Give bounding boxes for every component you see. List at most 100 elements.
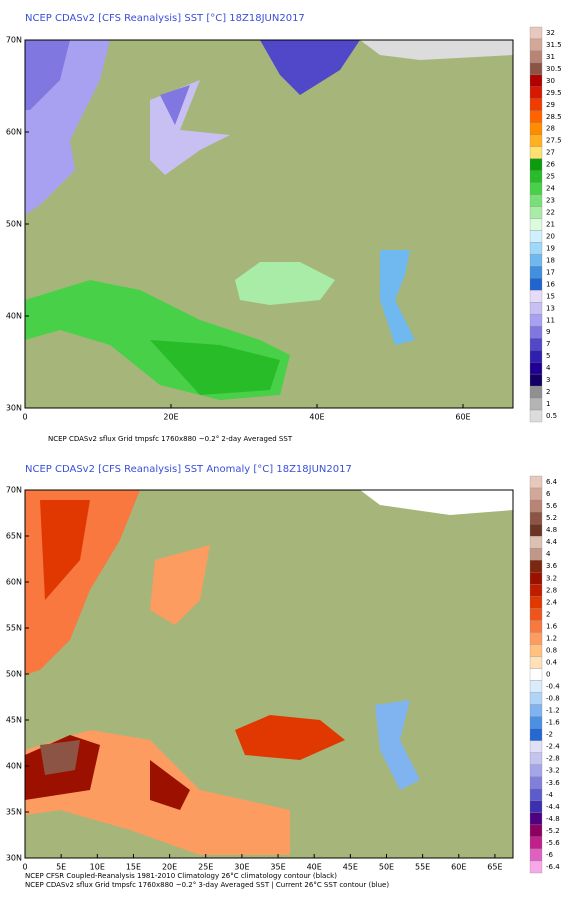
footer-note: NCEP CFSR Coupled-Reanalysis 1981-2010 C… bbox=[25, 872, 337, 880]
colorbar-swatch bbox=[529, 314, 543, 327]
colorbar-label: -2.8 bbox=[546, 755, 560, 763]
colorbar-label: 27.5 bbox=[546, 137, 562, 145]
colorbar-label: 29 bbox=[546, 101, 555, 109]
colorbar-label: 5.2 bbox=[546, 514, 557, 522]
y-tick-label: 45N bbox=[6, 716, 22, 725]
colorbar-label: 32 bbox=[546, 29, 555, 37]
colorbar-label: 4 bbox=[546, 364, 551, 372]
colorbar-label: 31 bbox=[546, 53, 555, 61]
colorbar-label: -0.4 bbox=[546, 683, 560, 691]
colorbar-swatch bbox=[529, 266, 543, 279]
colorbar-label: 9 bbox=[546, 328, 550, 336]
colorbar-swatch bbox=[529, 728, 543, 741]
sea bbox=[375, 700, 420, 790]
y-tick-label: 65N bbox=[6, 532, 22, 541]
colorbar-label: 19 bbox=[546, 244, 555, 252]
colorbar-swatch bbox=[529, 536, 543, 549]
colorbar-swatch bbox=[529, 475, 543, 489]
colorbar-swatch bbox=[529, 194, 543, 207]
colorbar-label: 31.5 bbox=[546, 41, 562, 49]
colorbar-label: 20 bbox=[546, 232, 555, 240]
colorbar-label: -4.4 bbox=[546, 803, 560, 811]
y-tick-label: 70N bbox=[6, 36, 22, 45]
colorbar-swatch bbox=[529, 632, 543, 645]
y-tick-label: 30N bbox=[6, 854, 22, 863]
colorbar-label: -6.4 bbox=[546, 863, 560, 871]
colorbar-swatch bbox=[529, 254, 543, 267]
x-tick-label: 0 bbox=[22, 413, 27, 422]
colorbar-swatch bbox=[529, 523, 543, 537]
colorbar-label: 15 bbox=[546, 292, 555, 300]
colorbar-swatch bbox=[529, 74, 543, 87]
x-tick-label: 5E bbox=[56, 863, 66, 872]
colorbar-swatch bbox=[529, 692, 543, 705]
colorbar-swatch bbox=[529, 656, 543, 669]
colorbar-label: 6.4 bbox=[546, 478, 558, 486]
colorbar-label: 4.8 bbox=[546, 526, 557, 534]
sea bbox=[160, 85, 190, 125]
colorbar-label: -2.4 bbox=[546, 743, 560, 751]
x-tick-label: 15E bbox=[126, 863, 141, 872]
colorbar-swatch bbox=[529, 242, 543, 255]
y-tick-label: 55N bbox=[6, 624, 22, 633]
colorbar-swatch bbox=[529, 158, 543, 171]
footer-note: NCEP CDASv2 sflux Grid tmpsfc 1760x880 ~… bbox=[48, 435, 293, 443]
y-tick-label: 35N bbox=[6, 808, 22, 817]
colorbar-label: 11 bbox=[546, 316, 555, 324]
colorbar-label: 7 bbox=[546, 340, 550, 348]
colorbar-swatch bbox=[529, 680, 543, 693]
colorbar-swatch bbox=[529, 230, 543, 243]
colorbar-label: 26 bbox=[546, 161, 555, 169]
sea bbox=[150, 545, 210, 625]
colorbar-label: 16 bbox=[546, 280, 555, 288]
x-tick-label: 55E bbox=[415, 863, 430, 872]
colorbar-label: 4.4 bbox=[546, 538, 558, 546]
colorbar-swatch bbox=[529, 812, 543, 826]
x-tick-label: 0 bbox=[22, 863, 27, 872]
colorbar-swatch bbox=[529, 134, 543, 147]
sea bbox=[380, 250, 415, 345]
colorbar-label: -1.2 bbox=[546, 707, 560, 715]
colorbar-label: -2 bbox=[546, 731, 553, 739]
colorbar-swatch bbox=[529, 385, 543, 399]
y-tick-label: 40N bbox=[6, 762, 22, 771]
colorbar-label: 0.4 bbox=[546, 658, 558, 666]
colorbar-label: 21 bbox=[546, 221, 555, 229]
colorbar-label: 30 bbox=[546, 77, 555, 85]
colorbar-swatch bbox=[529, 218, 543, 231]
colorbar-label: 3 bbox=[546, 376, 550, 384]
x-tick-label: 20E bbox=[162, 863, 177, 872]
colorbar-swatch bbox=[529, 704, 543, 717]
colorbar-label: 1.6 bbox=[546, 622, 558, 630]
x-tick-label: 30E bbox=[234, 863, 249, 872]
colorbar-label: 3.6 bbox=[546, 562, 558, 570]
colorbar-label: -5.2 bbox=[546, 827, 560, 835]
sea bbox=[40, 740, 80, 775]
sea bbox=[360, 40, 513, 60]
colorbar-swatch bbox=[529, 278, 543, 291]
colorbar-swatch bbox=[529, 338, 543, 351]
colorbar-swatch bbox=[529, 326, 543, 339]
colorbar-swatch bbox=[529, 584, 543, 597]
colorbar-swatch bbox=[529, 644, 543, 657]
colorbar-swatch bbox=[529, 302, 543, 315]
x-tick-label: 10E bbox=[90, 863, 105, 872]
colorbar-swatch bbox=[529, 350, 543, 363]
colorbar-label: 2 bbox=[546, 388, 550, 396]
colorbar-swatch bbox=[529, 122, 543, 135]
colorbar-swatch bbox=[529, 668, 543, 681]
panel-title: NCEP CDASv2 [CFS Reanalysis] SST [°C] 18… bbox=[25, 13, 305, 24]
colorbar-label: 18 bbox=[546, 256, 555, 264]
colorbar-label: -3.6 bbox=[546, 779, 560, 787]
colorbar-swatch bbox=[529, 146, 543, 159]
colorbar-label: -6 bbox=[546, 851, 554, 859]
colorbar-swatch bbox=[529, 487, 543, 501]
sea bbox=[360, 490, 513, 515]
colorbar-swatch bbox=[529, 596, 543, 609]
colorbar-swatch bbox=[529, 572, 543, 585]
colorbar-swatch bbox=[529, 800, 543, 813]
colorbar-swatch bbox=[529, 38, 543, 52]
y-tick-label: 50N bbox=[6, 220, 22, 229]
x-tick-label: 60E bbox=[451, 863, 466, 872]
